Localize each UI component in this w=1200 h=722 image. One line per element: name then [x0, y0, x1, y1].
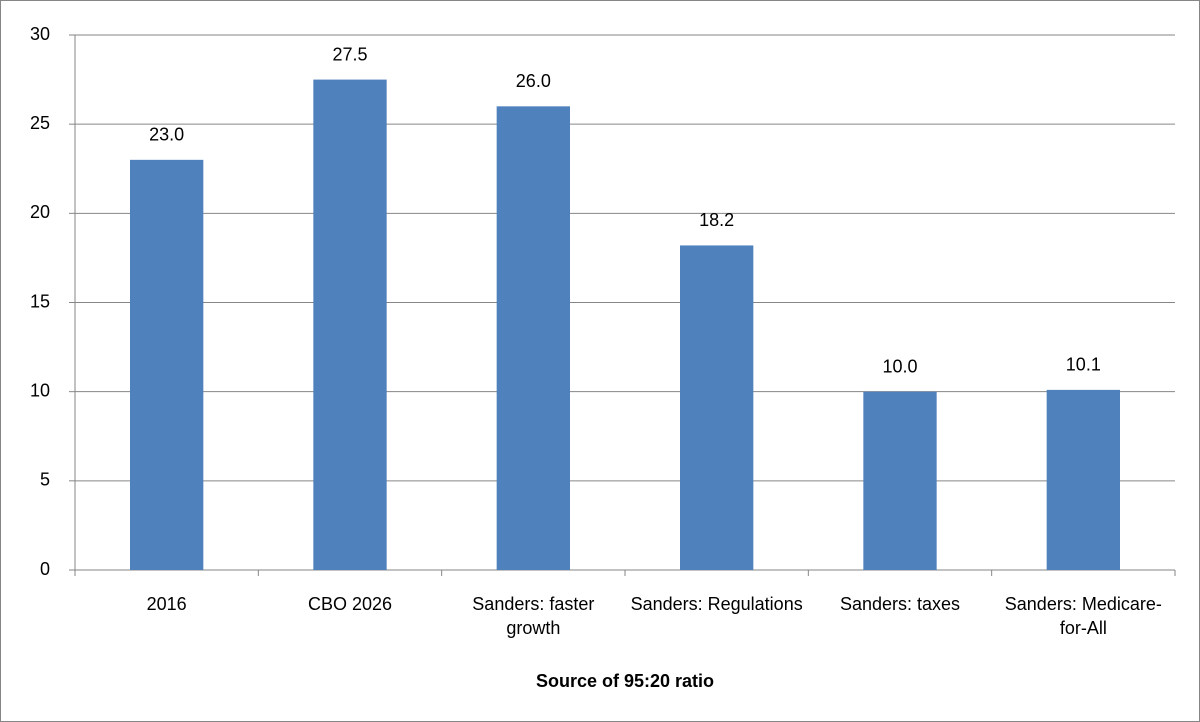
y-tick-label: 20 — [30, 202, 50, 222]
x-tick-label: Sanders: taxes — [839, 594, 961, 614]
x-tick-label: Sanders: Medicare-for-All — [1004, 594, 1162, 638]
bar — [863, 391, 937, 570]
value-label: 10.1 — [1066, 355, 1101, 375]
y-tick-label: 15 — [30, 291, 50, 311]
value-label: 18.2 — [699, 210, 734, 230]
x-tick-label: Sanders: faster growth — [472, 594, 595, 638]
bar — [680, 245, 754, 570]
value-label: 27.5 — [332, 44, 367, 64]
value-label: 10.0 — [882, 356, 917, 376]
bar — [313, 79, 387, 570]
y-tick-label: 10 — [30, 380, 50, 400]
value-label: 26.0 — [516, 71, 551, 91]
bar — [130, 159, 204, 571]
y-tick-label: 0 — [40, 559, 50, 579]
x-axis-title: Source of 95:20 ratio — [536, 671, 714, 691]
x-tick-label: CBO 2026 — [307, 594, 393, 614]
bar — [496, 106, 570, 570]
y-tick-label: 5 — [40, 470, 50, 490]
value-label: 23.0 — [149, 125, 184, 145]
x-tick-label: Sanders: Regulations — [630, 594, 803, 614]
bar — [1046, 389, 1120, 570]
x-tick-label: 2016 — [146, 594, 187, 614]
y-tick-label: 25 — [30, 113, 50, 133]
y-tick-label: 30 — [30, 24, 50, 44]
